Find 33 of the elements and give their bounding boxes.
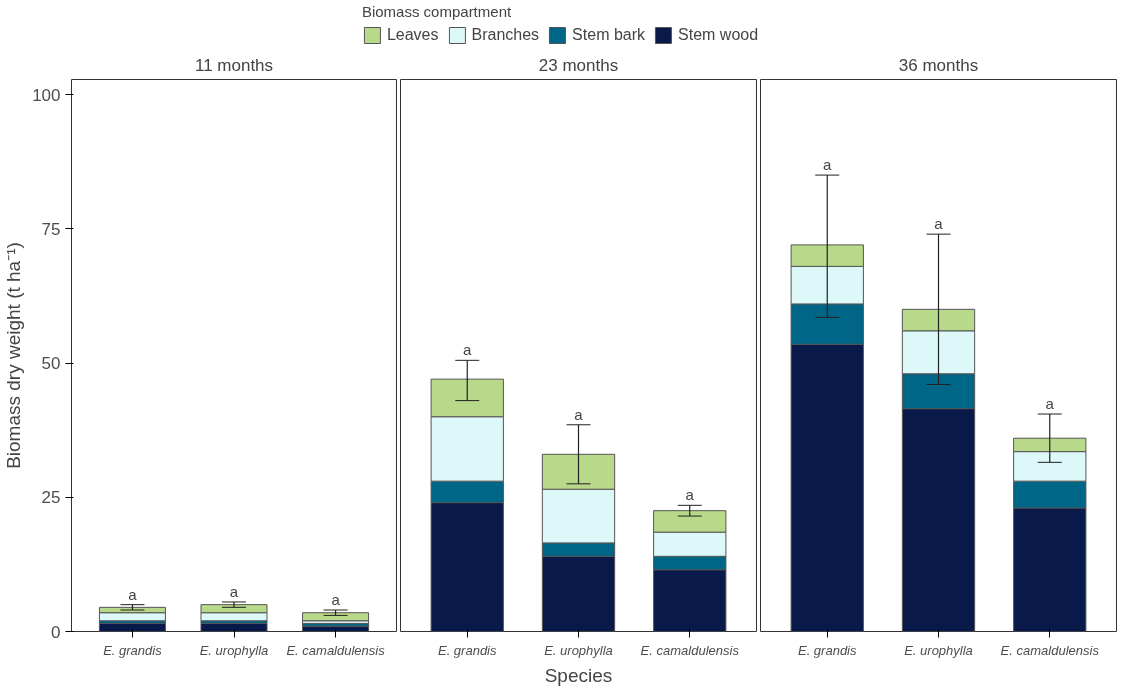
annotation: a: [128, 585, 138, 603]
annotation: a: [1045, 395, 1055, 413]
annotation: a: [574, 405, 584, 423]
annotation: a: [934, 215, 944, 233]
legend-label: Leaves: [386, 26, 439, 44]
x-tick-label: E. grandis: [437, 642, 498, 658]
annotation: a: [229, 582, 239, 600]
y-axis-title: Biomass dry weight (t ha⁻¹): [3, 242, 25, 469]
legend-label: Stem wood: [678, 26, 759, 44]
annotation: a: [463, 341, 473, 359]
x-tick-label: E. urophylla: [199, 642, 269, 658]
chart-title: 11 months: [194, 55, 274, 75]
annotation: a: [331, 591, 341, 609]
x-tick-label: E. camaldulensis: [640, 642, 740, 658]
x-tick-label: E. urophylla: [904, 642, 973, 658]
y-tick-label: 50: [41, 354, 61, 374]
x-tick-label: E. grandis: [103, 642, 163, 658]
legend-label: Stem bark: [572, 26, 646, 44]
y-tick-label: 0: [51, 622, 61, 642]
x-tick-label: E. camaldulensis: [1000, 642, 1100, 658]
annotation: a: [685, 486, 695, 504]
chart-title: 36 months: [898, 55, 979, 75]
x-tick-label: E. urophylla: [544, 642, 613, 658]
x-tick-label: E. camaldulensis: [286, 642, 386, 658]
annotation: a: [823, 156, 833, 174]
x-axis-title: Species: [544, 664, 613, 686]
y-tick-label: 75: [41, 219, 61, 239]
legend-title: Biomass compartment: [361, 3, 513, 20]
y-tick-label: 25: [41, 488, 61, 508]
legend-label: Branches: [471, 26, 540, 44]
x-tick-label: E. grandis: [797, 642, 858, 658]
chart-title: 23 months: [538, 55, 619, 75]
y-tick-label: 100: [32, 85, 61, 105]
